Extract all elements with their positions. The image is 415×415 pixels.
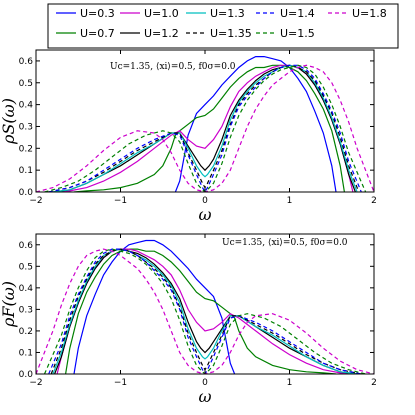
y-tick-label: 0.2 xyxy=(19,144,33,154)
legend-label: U=1.3 xyxy=(210,7,245,20)
series-line xyxy=(44,64,367,192)
series-line xyxy=(52,248,358,374)
x-tick-label: 2 xyxy=(371,378,377,388)
series-line xyxy=(48,64,362,192)
legend-label: U=1.5 xyxy=(280,27,315,40)
panel-annotation: Uc=1.35, ⟨xi⟩=0.5, f0σ=0.0 xyxy=(110,62,236,72)
legend: U=0.3 U=1.0 U=1.3 U=1.4 U=1.8 U=0.7 U=1.2 U=1.3… xyxy=(47,3,399,49)
y-tick-label: 0.6 xyxy=(19,241,34,251)
y-tick-label: 0.3 xyxy=(19,305,33,315)
series-line xyxy=(73,64,345,192)
series-line xyxy=(52,64,358,192)
x-tick-label: 2 xyxy=(371,196,377,206)
legend-label: U=1.8 xyxy=(352,7,387,20)
panel-annotation: Uc=1.35, ⟨xi⟩=0.5, f0σ=0.0 xyxy=(222,238,348,248)
series-line xyxy=(50,248,362,374)
panel-top: −2 −1 0 1 2 0.0 0.1 0.2 0.3 0.4 0.5 0.6 ω ρS(ω) Uc=1.3… xyxy=(0,49,377,224)
y-tick-label: 0.3 xyxy=(19,122,33,132)
x-tick-label: 0 xyxy=(202,378,208,388)
y-axis-label: ρF(ω) xyxy=(0,281,18,328)
panel-bottom: −2 −1 0 1 2 0.0 0.1 0.2 0.3 0.4 0.5 0.6 ω ρF(ω) Uc=1.3… xyxy=(0,233,377,406)
x-tick-label: 0 xyxy=(202,196,208,206)
x-axis-label: ω xyxy=(198,387,211,406)
series-line xyxy=(73,239,236,374)
legend-label: U=0.7 xyxy=(80,27,115,40)
y-tick-label: 0.1 xyxy=(19,166,33,176)
series-line xyxy=(48,64,360,192)
legend-label: U=1.2 xyxy=(144,27,179,40)
legend-label: U=0.3 xyxy=(80,7,115,20)
series-line xyxy=(48,248,362,374)
legend-frame xyxy=(47,3,399,49)
series-line xyxy=(54,248,358,374)
x-tick-label: −2 xyxy=(29,378,42,388)
legend-label: U=1.0 xyxy=(144,7,179,20)
series-line xyxy=(174,56,337,192)
legend-label: U=1.4 xyxy=(280,7,315,20)
series-line xyxy=(52,64,356,192)
y-tick-label: 0.6 xyxy=(19,57,34,67)
x-tick-label: 1 xyxy=(287,378,293,388)
y-tick-label: 0.4 xyxy=(19,101,34,111)
legend-label: U=1.35 xyxy=(210,27,252,40)
series-line xyxy=(36,248,374,374)
x-tick-label: −2 xyxy=(29,196,42,206)
x-tick-label: −1 xyxy=(114,196,127,206)
series-group xyxy=(36,239,374,374)
series-line xyxy=(36,64,374,192)
x-tick-label: −1 xyxy=(114,378,127,388)
y-tick-label: 0.5 xyxy=(19,79,33,89)
series-group xyxy=(36,56,374,192)
y-tick-label: 0.0 xyxy=(19,188,34,198)
y-tick-label: 0.5 xyxy=(19,262,33,272)
y-axis-label: ρS(ω) xyxy=(0,98,18,145)
y-tick-label: 0.1 xyxy=(19,348,33,358)
x-axis-label: ω xyxy=(198,205,211,224)
y-tick-label: 0.4 xyxy=(19,284,34,294)
series-line xyxy=(65,248,337,374)
y-tick-label: 0.0 xyxy=(19,370,34,380)
x-tick-label: 1 xyxy=(287,196,293,206)
y-tick-label: 0.2 xyxy=(19,327,33,337)
